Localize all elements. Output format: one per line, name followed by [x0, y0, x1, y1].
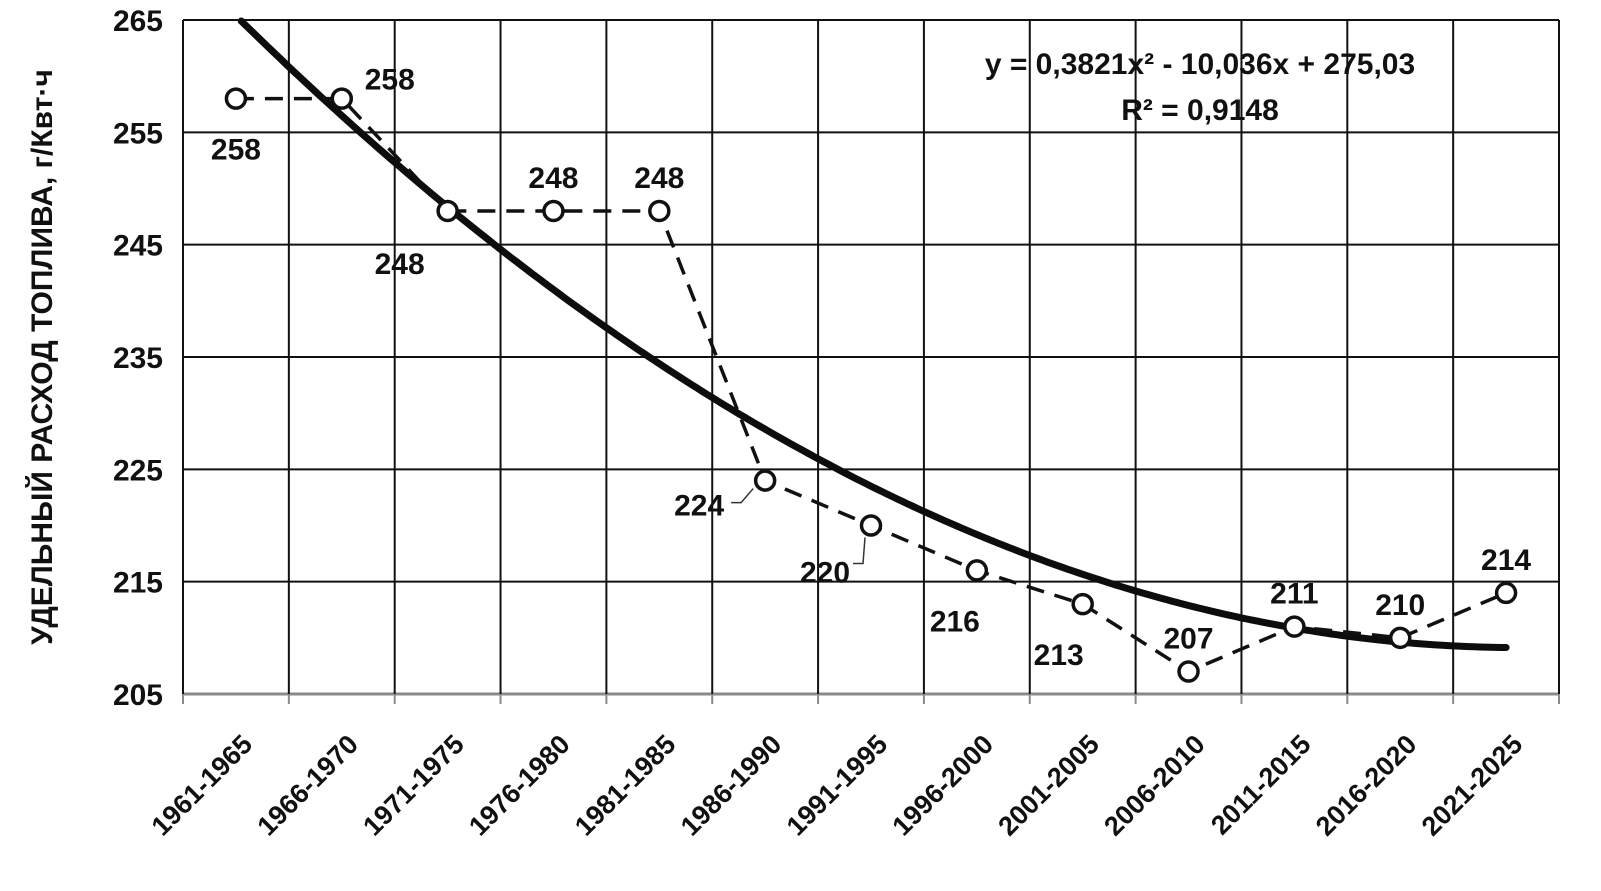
data-label-1966-1970: 258 — [365, 64, 415, 97]
tick-labels: 2052152252352452552651961-19651966-19701… — [113, 5, 1528, 842]
grid — [182, 19, 1560, 696]
x-tick-label-1981-1985: 1981-1985 — [569, 729, 682, 842]
data-point-1996-2000 — [965, 559, 989, 582]
data-label-1961-1965: 258 — [211, 134, 261, 167]
x-tick-label-1996-2000: 1996-2000 — [887, 729, 1000, 842]
data-point-2016-2020 — [1388, 626, 1412, 650]
x-tick-label-2001-2005: 2001-2005 — [992, 729, 1105, 842]
data-label-1986-1990: 224 — [674, 490, 724, 523]
x-tick-label-1986-1990: 1986-1990 — [675, 729, 788, 842]
x-tick-label-2021-2025: 2021-2025 — [1416, 729, 1529, 842]
data-label-1981-1985: 248 — [634, 162, 684, 195]
data-point-1961-1965 — [224, 87, 248, 110]
trendline — [237, 17, 1510, 651]
y-tick-label-255: 255 — [113, 117, 163, 150]
x-tick-label-2011-2015: 2011-2015 — [1205, 729, 1316, 840]
y-tick-label-235: 235 — [113, 342, 163, 375]
data-point-2006-2010 — [1177, 660, 1200, 683]
y-tick-label-245: 245 — [113, 230, 163, 263]
data-point-1981-1985 — [648, 199, 671, 223]
data-point-1991-1995 — [859, 514, 883, 537]
x-tick-label-1961-1965: 1961-1965 — [146, 729, 259, 842]
data-point-1966-1970 — [330, 87, 354, 110]
data-point-1986-1990 — [753, 469, 777, 492]
data-label-1991-1995: 220 — [800, 557, 850, 590]
data-point-1971-1975 — [436, 199, 459, 223]
x-tick-label-1971-1975: 1971-1975 — [357, 729, 470, 842]
data-label-2006-2010: 207 — [1164, 623, 1214, 656]
y-tick-label-225: 225 — [113, 454, 163, 487]
x-tick-label-1966-1970: 1966-1970 — [251, 729, 364, 842]
y-tick-label-205: 205 — [113, 679, 163, 712]
data-point-2021-2025 — [1494, 581, 1518, 605]
data-point-2001-2005 — [1071, 592, 1094, 616]
data-label-1976-1980: 248 — [528, 162, 578, 195]
data-point-1976-1980 — [542, 199, 565, 223]
axes — [182, 694, 1560, 704]
leader-line-220 — [853, 537, 866, 565]
data-label-2011-2015: 211 — [1270, 578, 1318, 611]
series — [224, 87, 1518, 683]
data-point-2011-2015 — [1283, 615, 1306, 638]
data-label-2016-2020: 210 — [1375, 589, 1425, 622]
data-label-2001-2005: 213 — [1034, 639, 1084, 672]
y-axis-label: УДЕЛЬНЫЙ РАСХОД ТОПЛИВА, г/Квт·ч — [25, 69, 59, 645]
data-labels: 258 258 248 248 248 224 220 216 213 207 211 210 214 — [211, 64, 1532, 673]
data-label-2021-2025: 214 — [1481, 544, 1531, 577]
x-tick-label-1991-1995: 1991-1995 — [781, 729, 894, 842]
x-tick-label-1976-1980: 1976-1980 — [463, 729, 576, 842]
trendline-equation: y = 0,3821x² - 10,036x + 275,03 — [985, 48, 1415, 81]
trendline-curve — [237, 17, 1510, 651]
data-label-1971-1975: 248 — [375, 248, 425, 281]
trendline-r-squared: R² = 0,9148 — [1121, 94, 1279, 127]
data-label-1996-2000: 216 — [930, 605, 980, 638]
x-tick-label-2016-2020: 2016-2020 — [1310, 729, 1423, 842]
y-tick-label-265: 265 — [113, 5, 163, 38]
y-tick-label-215: 215 — [113, 567, 163, 600]
leader-line-224 — [731, 488, 754, 504]
x-tick-label-2006-2010: 2006-2010 — [1098, 729, 1211, 842]
